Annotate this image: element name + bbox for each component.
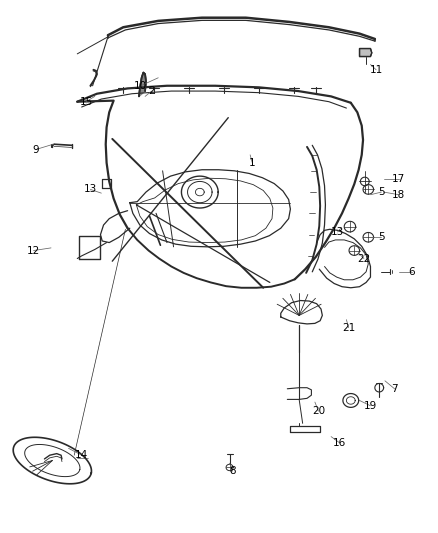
Text: 6: 6 — [408, 267, 414, 277]
Text: 17: 17 — [392, 174, 405, 184]
Text: 1: 1 — [248, 158, 255, 168]
Polygon shape — [139, 72, 146, 96]
Polygon shape — [359, 49, 371, 56]
Text: 5: 5 — [377, 187, 384, 197]
Text: 13: 13 — [84, 184, 97, 195]
Text: 14: 14 — [75, 450, 88, 460]
Text: 15: 15 — [79, 96, 92, 107]
Text: 13: 13 — [330, 227, 343, 237]
Text: 12: 12 — [27, 246, 40, 255]
Text: 2: 2 — [148, 86, 155, 96]
Text: 10: 10 — [134, 81, 147, 91]
Text: 22: 22 — [357, 254, 370, 263]
Text: 5: 5 — [377, 232, 384, 243]
Text: 11: 11 — [369, 65, 382, 75]
Text: 20: 20 — [311, 406, 324, 416]
Text: 21: 21 — [341, 322, 354, 333]
Text: 9: 9 — [32, 144, 39, 155]
Text: 18: 18 — [392, 190, 405, 200]
Text: 8: 8 — [229, 466, 235, 476]
Text: 16: 16 — [332, 438, 346, 448]
Text: 19: 19 — [363, 401, 376, 411]
Text: 7: 7 — [390, 384, 397, 394]
